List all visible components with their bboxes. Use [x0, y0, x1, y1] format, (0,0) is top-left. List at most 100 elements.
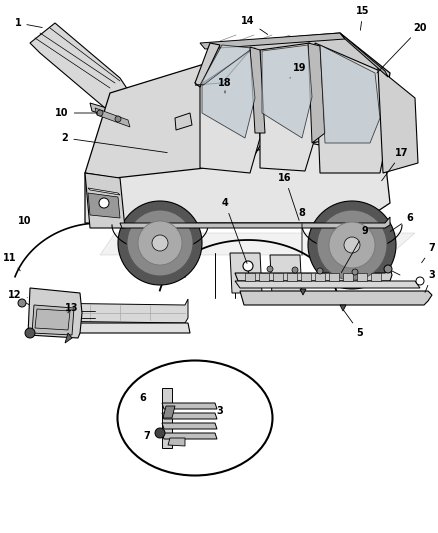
Polygon shape: [195, 45, 252, 85]
Polygon shape: [340, 305, 346, 311]
Polygon shape: [30, 23, 130, 108]
Polygon shape: [163, 406, 175, 418]
Text: 2: 2: [62, 133, 167, 152]
Text: 10: 10: [18, 216, 32, 226]
Circle shape: [317, 210, 387, 280]
Polygon shape: [301, 273, 311, 281]
Polygon shape: [100, 233, 415, 255]
Polygon shape: [273, 273, 283, 281]
Polygon shape: [250, 47, 265, 133]
Circle shape: [25, 328, 35, 338]
Text: 9: 9: [341, 226, 368, 272]
Polygon shape: [378, 68, 418, 173]
Text: 6: 6: [140, 393, 146, 403]
Polygon shape: [175, 113, 192, 130]
Polygon shape: [90, 103, 132, 123]
Circle shape: [344, 237, 360, 253]
Text: 15: 15: [356, 6, 370, 30]
Text: 11: 11: [3, 253, 20, 271]
Ellipse shape: [117, 360, 272, 475]
Circle shape: [416, 277, 424, 285]
Polygon shape: [168, 438, 185, 446]
Text: 4: 4: [222, 198, 247, 263]
Polygon shape: [340, 33, 388, 77]
Text: 3: 3: [217, 406, 223, 416]
Polygon shape: [230, 253, 262, 293]
Polygon shape: [162, 423, 217, 429]
Text: 13: 13: [65, 303, 79, 313]
Polygon shape: [270, 255, 302, 295]
Polygon shape: [65, 333, 72, 343]
Polygon shape: [85, 173, 125, 228]
Polygon shape: [195, 43, 220, 87]
Circle shape: [97, 110, 103, 116]
Circle shape: [308, 201, 396, 289]
Circle shape: [18, 299, 26, 307]
Polygon shape: [308, 43, 325, 143]
Text: 17: 17: [381, 148, 409, 181]
Text: 10: 10: [55, 108, 97, 118]
Polygon shape: [195, 33, 390, 143]
Polygon shape: [35, 323, 190, 333]
Circle shape: [245, 265, 251, 271]
Text: 3: 3: [425, 270, 435, 293]
Polygon shape: [329, 273, 339, 281]
Polygon shape: [120, 217, 390, 228]
Polygon shape: [28, 288, 82, 338]
Polygon shape: [32, 305, 74, 335]
Polygon shape: [235, 281, 420, 288]
Text: 5: 5: [344, 310, 364, 338]
Circle shape: [317, 268, 323, 274]
Polygon shape: [343, 273, 353, 281]
Text: 6: 6: [390, 213, 413, 231]
Circle shape: [99, 198, 109, 208]
Polygon shape: [240, 291, 432, 305]
Polygon shape: [35, 309, 70, 330]
Circle shape: [292, 267, 298, 273]
Polygon shape: [357, 273, 367, 281]
Polygon shape: [162, 413, 217, 419]
Polygon shape: [162, 403, 217, 409]
Polygon shape: [95, 108, 130, 127]
Polygon shape: [162, 433, 217, 439]
Circle shape: [329, 222, 375, 268]
Circle shape: [115, 116, 121, 122]
Polygon shape: [287, 273, 297, 281]
Text: 12: 12: [8, 290, 27, 300]
Polygon shape: [262, 45, 312, 138]
Text: 8: 8: [299, 208, 305, 255]
Polygon shape: [320, 45, 380, 143]
Polygon shape: [85, 143, 390, 223]
Polygon shape: [315, 273, 325, 281]
Text: 7: 7: [422, 243, 435, 263]
Circle shape: [155, 428, 165, 438]
Circle shape: [138, 221, 182, 265]
Polygon shape: [300, 289, 306, 295]
Circle shape: [384, 265, 392, 273]
Text: 14: 14: [241, 16, 268, 35]
Polygon shape: [200, 33, 345, 49]
Text: 1: 1: [14, 18, 42, 28]
Polygon shape: [235, 268, 392, 281]
Circle shape: [243, 261, 253, 271]
Circle shape: [267, 266, 273, 272]
Circle shape: [352, 269, 358, 275]
Text: 18: 18: [218, 78, 232, 93]
Circle shape: [152, 235, 168, 251]
Polygon shape: [260, 43, 315, 171]
Text: 7: 7: [144, 431, 150, 441]
Polygon shape: [88, 188, 120, 195]
Polygon shape: [35, 299, 188, 323]
Polygon shape: [371, 273, 381, 281]
Text: 16: 16: [278, 173, 299, 220]
Polygon shape: [85, 53, 285, 178]
Polygon shape: [200, 48, 260, 173]
Text: 19: 19: [290, 63, 307, 78]
Circle shape: [127, 210, 193, 276]
Polygon shape: [259, 273, 269, 281]
Circle shape: [118, 201, 202, 285]
Polygon shape: [315, 43, 388, 173]
Text: 20: 20: [377, 23, 427, 73]
Polygon shape: [162, 388, 172, 448]
Polygon shape: [202, 50, 255, 138]
